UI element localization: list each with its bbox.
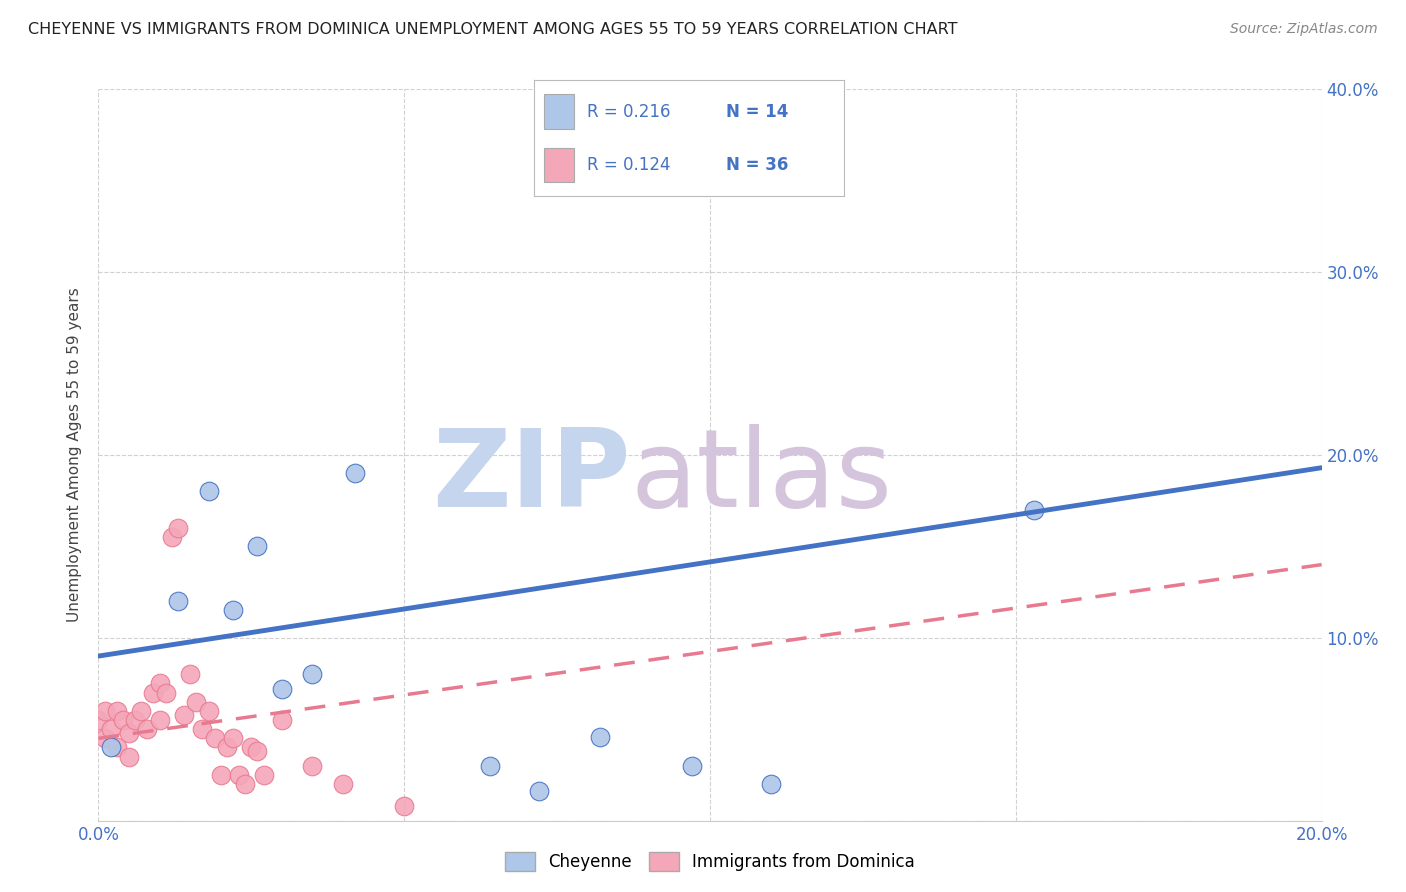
Point xyxy=(589,730,612,744)
Point xyxy=(100,723,122,737)
Point xyxy=(228,768,250,782)
Point xyxy=(332,777,354,791)
Point xyxy=(149,676,172,690)
Point xyxy=(111,713,134,727)
Point xyxy=(136,723,159,737)
Point xyxy=(160,530,183,544)
Point xyxy=(118,726,141,740)
Text: Source: ZipAtlas.com: Source: ZipAtlas.com xyxy=(1230,22,1378,37)
Point xyxy=(681,758,703,772)
Point xyxy=(270,681,292,696)
Text: atlas: atlas xyxy=(630,424,893,530)
Text: R = 0.124: R = 0.124 xyxy=(586,156,671,174)
Point xyxy=(167,521,190,535)
Point xyxy=(197,704,219,718)
Bar xyxy=(544,95,575,129)
Text: CHEYENNE VS IMMIGRANTS FROM DOMINICA UNEMPLOYMENT AMONG AGES 55 TO 59 YEARS CORR: CHEYENNE VS IMMIGRANTS FROM DOMINICA UNE… xyxy=(28,22,957,37)
Text: N = 14: N = 14 xyxy=(725,103,789,120)
Y-axis label: Unemployment Among Ages 55 to 59 years: Unemployment Among Ages 55 to 59 years xyxy=(66,287,82,623)
Point xyxy=(233,777,256,791)
Text: N = 36: N = 36 xyxy=(725,156,789,174)
Point xyxy=(167,594,190,608)
Point xyxy=(252,768,274,782)
Point xyxy=(392,799,416,814)
Point xyxy=(1024,502,1046,516)
Point xyxy=(105,704,128,718)
Point xyxy=(142,685,165,699)
Point xyxy=(191,723,214,737)
Point xyxy=(155,685,177,699)
Point xyxy=(118,749,141,764)
Point xyxy=(173,707,195,722)
Point xyxy=(87,713,110,727)
Point xyxy=(222,603,245,617)
Point xyxy=(129,704,152,718)
Point xyxy=(179,667,201,681)
Point xyxy=(100,740,122,755)
Text: R = 0.216: R = 0.216 xyxy=(586,103,671,120)
Point xyxy=(93,704,115,718)
Point xyxy=(93,731,115,746)
Point xyxy=(209,768,232,782)
Point xyxy=(215,740,238,755)
Point xyxy=(246,744,269,758)
Point xyxy=(197,484,219,499)
Bar xyxy=(544,147,575,182)
Legend: Cheyenne, Immigrants from Dominica: Cheyenne, Immigrants from Dominica xyxy=(499,846,921,878)
Point xyxy=(105,740,128,755)
Point xyxy=(301,758,323,772)
Point xyxy=(344,466,367,480)
Point xyxy=(759,777,782,791)
Point xyxy=(186,695,208,709)
Point xyxy=(527,784,550,798)
Text: ZIP: ZIP xyxy=(432,424,630,530)
Point xyxy=(301,667,323,681)
Point xyxy=(204,731,226,746)
Point xyxy=(478,758,501,772)
Point xyxy=(124,713,146,727)
Point xyxy=(246,539,269,553)
Point xyxy=(240,740,263,755)
Point xyxy=(149,713,172,727)
Point xyxy=(222,731,245,746)
Point xyxy=(270,713,292,727)
